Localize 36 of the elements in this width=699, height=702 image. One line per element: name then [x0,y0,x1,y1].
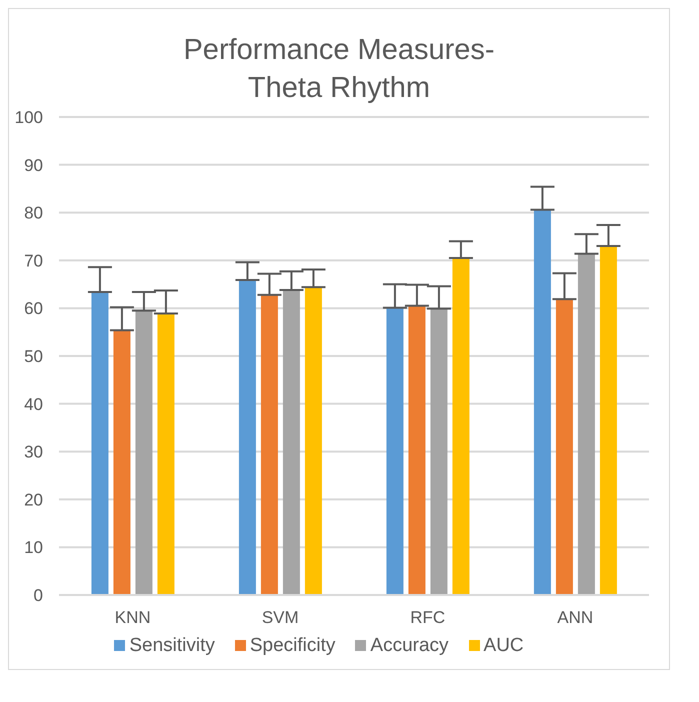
bar [556,299,573,595]
y-tick-label: 30 [24,442,43,462]
bar [600,246,617,595]
bar [452,258,470,595]
x-tick-label: RFC [410,608,446,628]
y-tick-label: 20 [24,490,43,510]
y-tick-label: 0 [34,586,43,606]
bar [578,254,595,595]
legend-label: Accuracy [370,635,449,656]
chart-title: Performance Measures- Theta Rhythm [182,33,496,106]
y-tick-label: 40 [24,394,43,414]
y-tick-label: 80 [24,204,43,223]
x-tick-label: ANN [557,608,594,628]
legend-label: AUC [484,635,524,656]
bar [238,280,256,595]
x-tick-label: SVM [262,608,299,628]
bar [386,308,404,595]
bar [113,330,130,595]
bar [135,310,152,595]
bar [157,313,174,595]
y-tick-label: 70 [24,251,43,270]
bar [304,287,322,595]
y-tick-label: 60 [24,299,43,318]
bar [282,290,300,595]
y-tick-label: 50 [24,347,43,366]
x-tick-label: KNN [114,608,151,628]
bar [91,292,108,595]
bar [534,210,551,595]
bar [408,306,426,595]
y-tick-label: 10 [24,538,43,558]
y-tick-label: 90 [24,156,43,175]
bar [430,308,448,595]
bar [260,294,278,595]
legend-label: Sensitivity [129,635,215,656]
y-tick-label: 100 [14,108,43,128]
legend-label: Specificity [250,635,336,656]
